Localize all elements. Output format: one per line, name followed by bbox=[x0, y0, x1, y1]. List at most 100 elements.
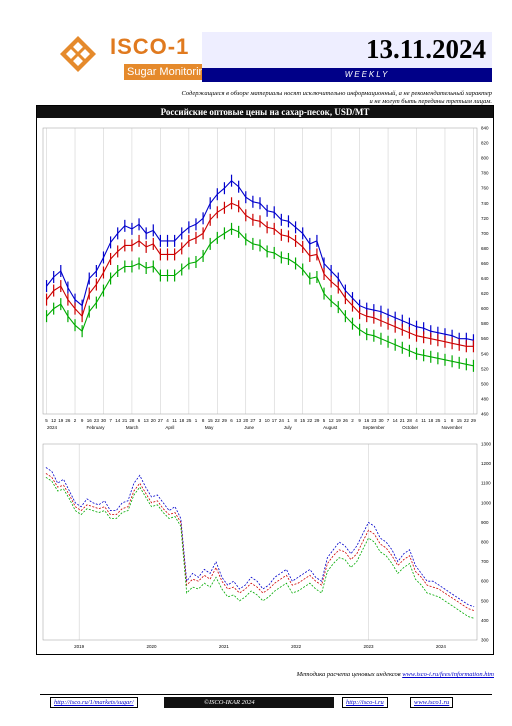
footer-url-isco-i[interactable]: http://isco-i.ru bbox=[342, 697, 388, 708]
chart-1-y-tick: 500 bbox=[481, 598, 489, 603]
frequency-bar: WEEKLY bbox=[202, 68, 492, 82]
footer-url-isco1[interactable]: www.isco1.ru bbox=[410, 697, 454, 708]
chart-0-x-tick: 18 bbox=[179, 418, 185, 423]
chart-0-x-tick: 28 bbox=[407, 418, 413, 423]
chart-frame: Российские оптовые цены на сахар-песок, … bbox=[36, 105, 494, 655]
chart-0-y-tick: 720 bbox=[481, 216, 489, 221]
chart-0-x-tick: 13 bbox=[144, 418, 150, 423]
chart-0-x-tick: 8 bbox=[294, 418, 297, 423]
chart-0-x-tick: 19 bbox=[58, 418, 64, 423]
chart-0-y-tick: 540 bbox=[481, 351, 489, 356]
chart-0-x-tick: 27 bbox=[158, 418, 164, 423]
chart-0-y-tick: 560 bbox=[481, 336, 489, 341]
chart-0-month-label: October bbox=[402, 425, 419, 430]
chart-0-x-tick: 11 bbox=[172, 418, 177, 423]
chart-1-plot-area bbox=[42, 443, 478, 641]
chart-0-x-tick: 15 bbox=[300, 418, 306, 423]
chart-title: Российские оптовые цены на сахар-песок, … bbox=[37, 106, 493, 118]
chart-1-x-tick: 2019 bbox=[74, 644, 85, 649]
chart-0-x-tick: 30 bbox=[101, 418, 107, 423]
chart-1-y-tick: 400 bbox=[481, 618, 489, 623]
footer-url-markets[interactable]: http://isco.ru/1/markets/sugar/ bbox=[50, 697, 138, 708]
chart-0-x-tick: 7 bbox=[109, 418, 112, 423]
chart-0-x-tick: 14 bbox=[115, 418, 121, 423]
chart-0-x-tick: 6 bbox=[230, 418, 233, 423]
chart-0-x-tick: 22 bbox=[464, 418, 470, 423]
header: ISCO-1 Sugar Monitoring 13.11.2024 WEEKL… bbox=[40, 32, 492, 84]
chart-0-x-tick: 23 bbox=[94, 418, 100, 423]
chart-0-y-tick: 620 bbox=[481, 291, 489, 296]
chart-0-x-tick: 18 bbox=[428, 418, 434, 423]
chart-0-x-tick: 30 bbox=[378, 418, 384, 423]
chart-1-series-2-line bbox=[45, 476, 475, 619]
chart-0-month-label: June bbox=[244, 425, 254, 430]
chart-0-x-tick: 8 bbox=[451, 418, 454, 423]
chart-0-x-tick: 25 bbox=[186, 418, 192, 423]
chart-1-x-tick: 2023 bbox=[363, 644, 374, 649]
chart-1-y-tick: 600 bbox=[481, 579, 489, 584]
chart-1-y-tick: 1000 bbox=[481, 500, 492, 505]
footer-divider bbox=[40, 694, 492, 695]
isco-logo-icon bbox=[60, 36, 96, 72]
chart-0-x-tick: 8 bbox=[202, 418, 205, 423]
chart-0-x-tick: 26 bbox=[65, 418, 71, 423]
chart-0-x-tick: 29 bbox=[471, 418, 477, 423]
chart-0-x-tick: 19 bbox=[336, 418, 342, 423]
chart-1-x-tick: 2020 bbox=[146, 644, 157, 649]
chart-0-x-tick: 5 bbox=[45, 418, 48, 423]
chart-0-month-label: February bbox=[86, 425, 105, 430]
chart-0-x-tick: 9 bbox=[358, 418, 361, 423]
chart-1-series-0-line bbox=[45, 467, 475, 608]
chart-0-x-tick: 21 bbox=[122, 418, 128, 423]
footer-brand: ©ISCO-IKAR 2024 bbox=[164, 697, 334, 708]
chart-0-y-tick: 760 bbox=[481, 186, 489, 191]
methodology-note: Методика расчета ценовых индексов www.is… bbox=[180, 671, 494, 678]
chart-0-y-tick: 480 bbox=[481, 396, 489, 401]
chart-0-y-tick: 680 bbox=[481, 246, 489, 251]
chart-0-month-label: November bbox=[442, 425, 463, 430]
chart-0-y-tick: 580 bbox=[481, 321, 489, 326]
chart-1-x-tick: 2024 bbox=[436, 644, 447, 649]
chart-1-series-1-line bbox=[45, 473, 475, 611]
chart-0-y-tick: 740 bbox=[481, 201, 489, 206]
chart-0-month-label: August bbox=[323, 425, 338, 430]
disclaimer: Содержащиеся в обзоре материалы носят ис… bbox=[181, 90, 492, 105]
chart-0-x-tick: 1 bbox=[287, 418, 290, 423]
chart-0-x-tick: 6 bbox=[138, 418, 141, 423]
chart-0-x-tick: 17 bbox=[272, 418, 278, 423]
chart-0-month-label: 2024 bbox=[47, 425, 58, 430]
chart-0-x-tick: 15 bbox=[457, 418, 463, 423]
chart-0-y-tick: 460 bbox=[481, 412, 489, 417]
chart-0-plot-area bbox=[42, 127, 478, 415]
chart-0-x-tick: 10 bbox=[265, 418, 271, 423]
chart-1-x-tick: 2021 bbox=[219, 644, 230, 649]
chart-0-y-tick: 700 bbox=[481, 231, 489, 236]
chart-0-x-tick: 12 bbox=[329, 418, 335, 423]
chart-0-month-label: July bbox=[284, 425, 293, 430]
chart-1-x-tick: 2022 bbox=[291, 644, 302, 649]
chart-0-x-tick: 1 bbox=[195, 418, 198, 423]
chart-1-y-tick: 900 bbox=[481, 520, 489, 525]
chart-0-month-label: May bbox=[205, 425, 214, 430]
chart-0-x-tick: 15 bbox=[208, 418, 214, 423]
chart-1-y-tick: 300 bbox=[481, 638, 489, 643]
chart-0-x-tick: 5 bbox=[323, 418, 326, 423]
chart-0-x-tick: 11 bbox=[421, 418, 426, 423]
chart-0-x-tick: 4 bbox=[166, 418, 169, 423]
methodology-link[interactable]: www.isco-i.ru/fees/information.htm bbox=[402, 671, 494, 678]
chart-0-y-tick: 820 bbox=[481, 141, 489, 146]
chart-0-y-tick: 520 bbox=[481, 366, 489, 371]
chart-0-x-tick: 26 bbox=[343, 418, 349, 423]
chart-1-y-tick: 800 bbox=[481, 540, 489, 545]
chart-0-x-tick: 2 bbox=[351, 418, 354, 423]
chart-0-x-tick: 20 bbox=[151, 418, 157, 423]
chart-1-y-tick: 1300 bbox=[481, 442, 492, 447]
chart-0-x-tick: 22 bbox=[215, 418, 221, 423]
chart-0-x-tick: 13 bbox=[236, 418, 242, 423]
date-box: 13.11.2024 bbox=[202, 32, 492, 68]
chart-0-x-tick: 9 bbox=[81, 418, 84, 423]
chart-0-x-tick: 4 bbox=[415, 418, 418, 423]
chart-0-x-tick: 16 bbox=[87, 418, 93, 423]
chart-0-x-tick: 3 bbox=[259, 418, 262, 423]
chart-0-x-tick: 1 bbox=[444, 418, 447, 423]
